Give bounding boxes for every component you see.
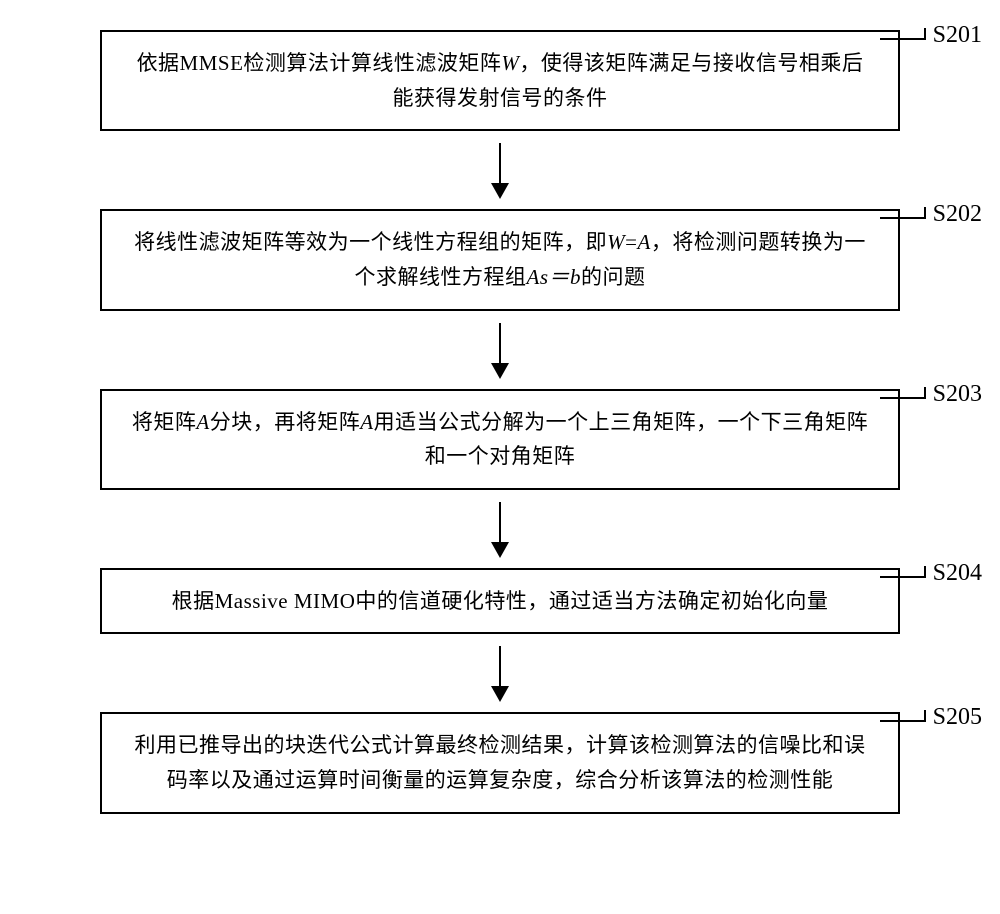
step-label: S205: [933, 704, 982, 731]
step-label: S201: [933, 22, 982, 49]
step-box: 依据MMSE检测算法计算线性滤波矩阵W，使得该矩阵满足与接收信号相乘后能获得发射…: [100, 30, 900, 131]
step-box: 将线性滤波矩阵等效为一个线性方程组的矩阵，即W=A，将检测问题转换为一个求解线性…: [100, 209, 900, 310]
step-box: 将矩阵A分块，再将矩阵A用适当公式分解为一个上三角矩阵，一个下三角矩阵和一个对角…: [100, 389, 900, 490]
step-label: S202: [933, 201, 982, 228]
flow-step: S205 利用已推导出的块迭代公式计算最终检测结果，计算该检测算法的信噪比和误码…: [30, 712, 970, 813]
flow-step: S204 根据Massive MIMO中的信道硬化特性，通过适当方法确定初始化向…: [30, 568, 970, 635]
flow-step: S201 依据MMSE检测算法计算线性滤波矩阵W，使得该矩阵满足与接收信号相乘后…: [30, 30, 970, 131]
step-label: S203: [933, 381, 982, 408]
flow-step: S202 将线性滤波矩阵等效为一个线性方程组的矩阵，即W=A，将检测问题转换为一…: [30, 209, 970, 310]
flow-step: S203 将矩阵A分块，再将矩阵A用适当公式分解为一个上三角矩阵，一个下三角矩阵…: [30, 389, 970, 490]
step-box: 根据Massive MIMO中的信道硬化特性，通过适当方法确定初始化向量: [100, 568, 900, 635]
flow-arrow: [100, 490, 900, 568]
flow-arrow: [100, 311, 900, 389]
step-box: 利用已推导出的块迭代公式计算最终检测结果，计算该检测算法的信噪比和误码率以及通过…: [100, 712, 900, 813]
flowchart-container: S201 依据MMSE检测算法计算线性滤波矩阵W，使得该矩阵满足与接收信号相乘后…: [30, 30, 970, 814]
flow-arrow: [100, 634, 900, 712]
flow-arrow: [100, 131, 900, 209]
step-label: S204: [933, 560, 982, 587]
